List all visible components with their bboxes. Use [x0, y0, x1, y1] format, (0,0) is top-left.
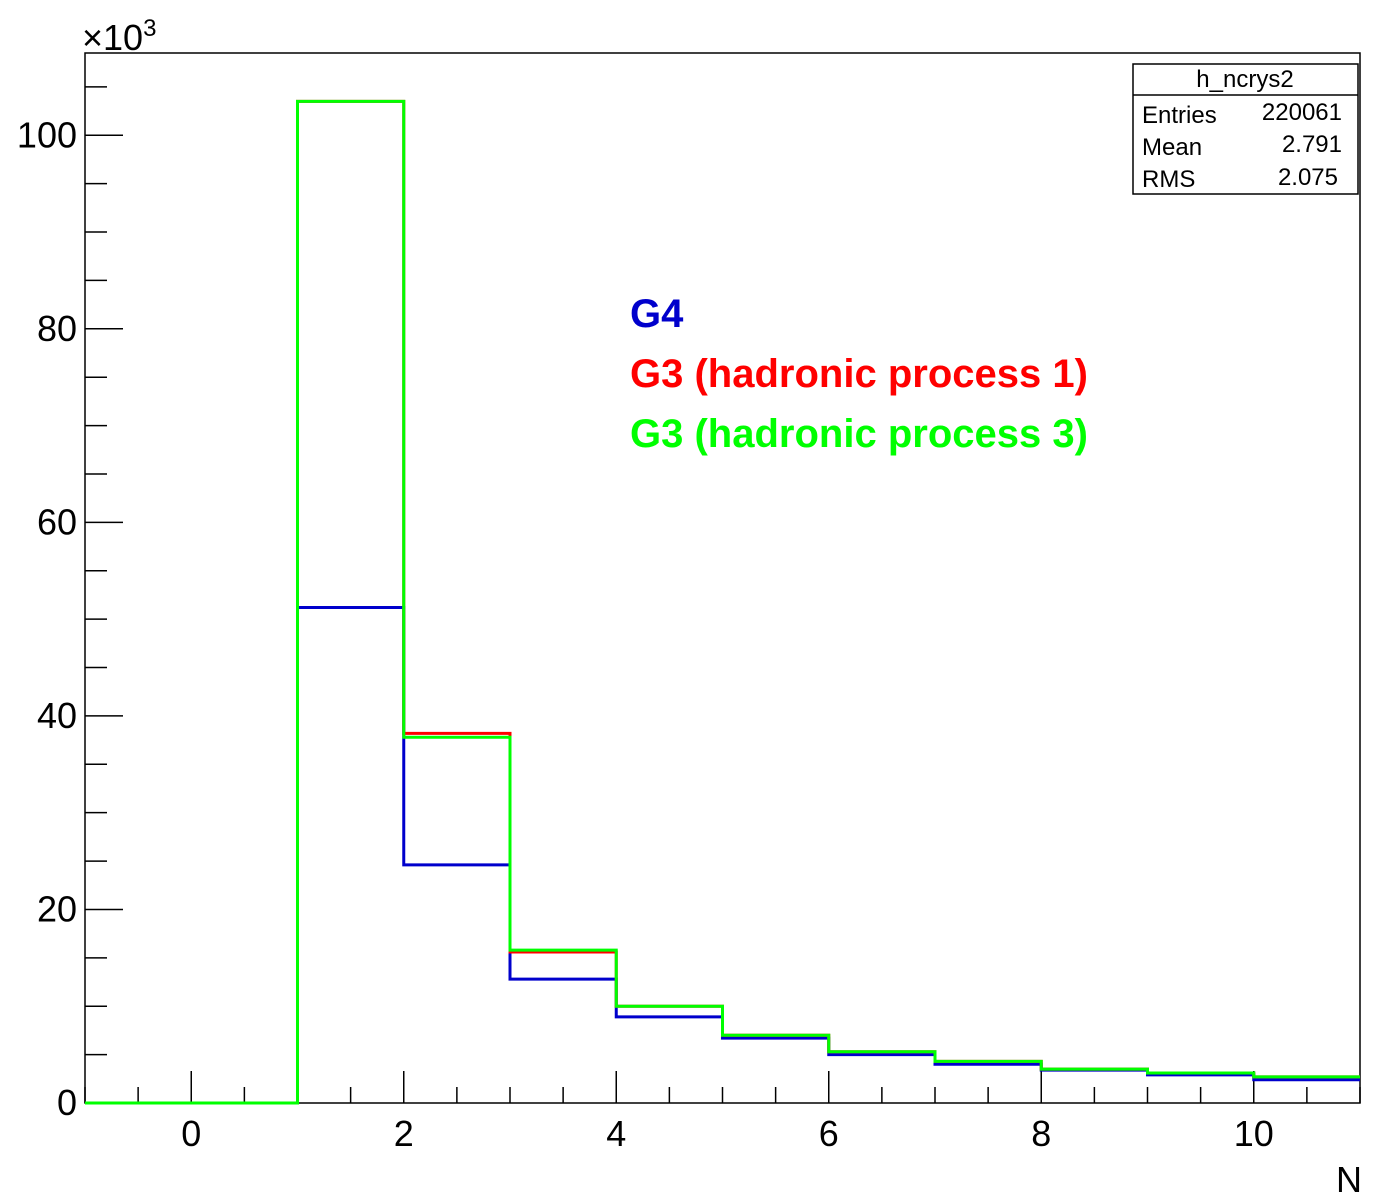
stats-mean-value: 2.791	[1282, 131, 1342, 158]
x-tick-label: 6	[819, 1113, 839, 1154]
stats-rms-value: 2.075	[1278, 164, 1338, 191]
y-axis-tick-labels: 0 20 40 60 80 100	[17, 114, 77, 1123]
stats-box-frame	[1132, 63, 1359, 195]
x-tick-label: 2	[394, 1113, 414, 1154]
x-tick-label: 0	[181, 1113, 201, 1154]
y-multiplier-label: ×103	[82, 15, 156, 58]
y-tick-label: 100	[17, 114, 77, 155]
legend: G4 G3 (hadronic process 1) G3 (hadronic pr…	[630, 292, 1088, 456]
series-line-3	[85, 99, 1360, 1105]
y-axis-ticks	[85, 86, 123, 1104]
stats-box-title: h_ncrys2	[1196, 66, 1293, 93]
stats-rms-label: RMS	[1142, 166, 1195, 193]
stats-entries-value: 220061	[1262, 99, 1342, 126]
y-tick-label: 80	[37, 308, 77, 349]
y-tick-label: 60	[37, 501, 77, 542]
legend-entry-2: G3 (hadronic process 1)	[630, 352, 1088, 396]
x-axis-tick-labels: 0 2 4 6 8 10	[181, 1113, 1274, 1154]
legend-entry-3: G3 (hadronic process 3)	[630, 412, 1088, 456]
legend-entry-1: G4	[630, 292, 684, 336]
x-tick-label: 10	[1234, 1113, 1274, 1154]
y-tick-label: 0	[57, 1082, 77, 1123]
histogram-series	[85, 99, 1360, 1105]
y-tick-label: 20	[37, 888, 77, 929]
stats-box: h_ncrys2 Entries 220061 Mean 2.791 RMS 2…	[1132, 63, 1359, 195]
series-line-2	[85, 99, 1360, 1105]
stats-entries-label: Entries	[1142, 102, 1217, 129]
x-axis-title: N	[1336, 1159, 1362, 1198]
x-tick-label: 8	[1031, 1113, 1051, 1154]
x-tick-label: 4	[606, 1113, 626, 1154]
stats-mean-label: Mean	[1142, 134, 1202, 161]
plot-frame	[84, 52, 1361, 1104]
y-tick-label: 40	[37, 695, 77, 736]
